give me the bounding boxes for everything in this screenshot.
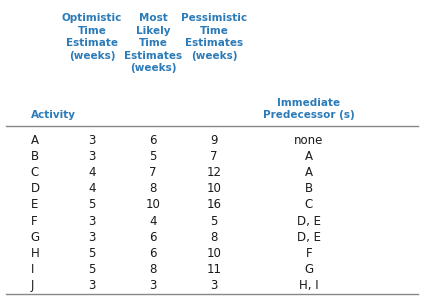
Text: 8: 8	[149, 263, 157, 276]
Text: 10: 10	[145, 199, 160, 212]
Text: D, E: D, E	[297, 231, 321, 244]
Text: B: B	[31, 150, 39, 163]
Text: C: C	[305, 199, 313, 212]
Text: 6: 6	[149, 247, 157, 260]
Text: 16: 16	[206, 199, 222, 212]
Text: 4: 4	[149, 215, 157, 228]
Text: Optimistic
Time
Estimate
(weeks): Optimistic Time Estimate (weeks)	[62, 13, 122, 60]
Text: 11: 11	[206, 263, 222, 276]
Text: 5: 5	[149, 150, 157, 163]
Text: 3: 3	[210, 279, 218, 292]
Text: 3: 3	[88, 134, 96, 147]
Text: 10: 10	[206, 182, 222, 195]
Text: E: E	[31, 199, 38, 212]
Text: 9: 9	[210, 134, 218, 147]
Text: 5: 5	[88, 199, 96, 212]
Text: Pessimistic
Time
Estimates
(weeks): Pessimistic Time Estimates (weeks)	[181, 13, 247, 60]
Text: 8: 8	[149, 182, 157, 195]
Text: 6: 6	[149, 231, 157, 244]
Text: A: A	[305, 166, 313, 179]
Text: 3: 3	[88, 150, 96, 163]
Text: Activity: Activity	[31, 110, 76, 120]
Text: G: G	[31, 231, 40, 244]
Text: D: D	[31, 182, 40, 195]
Text: H: H	[31, 247, 39, 260]
Text: F: F	[31, 215, 37, 228]
Text: C: C	[31, 166, 39, 179]
Text: 7: 7	[149, 166, 157, 179]
Text: J: J	[31, 279, 34, 292]
Text: G: G	[304, 263, 313, 276]
Text: 10: 10	[206, 247, 222, 260]
Text: 7: 7	[210, 150, 218, 163]
Text: 3: 3	[88, 215, 96, 228]
Text: 4: 4	[88, 166, 96, 179]
Text: 5: 5	[88, 263, 96, 276]
Text: none: none	[294, 134, 324, 147]
Text: A: A	[31, 134, 39, 147]
Text: 4: 4	[88, 182, 96, 195]
Text: F: F	[306, 247, 312, 260]
Text: 5: 5	[210, 215, 218, 228]
Text: H, I: H, I	[299, 279, 319, 292]
Text: B: B	[305, 182, 313, 195]
Text: Most
Likely
Time
Estimates
(weeks): Most Likely Time Estimates (weeks)	[124, 13, 182, 73]
Text: 3: 3	[88, 279, 96, 292]
Text: 5: 5	[88, 247, 96, 260]
Text: D, E: D, E	[297, 215, 321, 228]
Text: I: I	[31, 263, 34, 276]
Text: 8: 8	[210, 231, 218, 244]
Text: 12: 12	[206, 166, 222, 179]
Text: A: A	[305, 150, 313, 163]
Text: Immediate
Predecessor (s): Immediate Predecessor (s)	[263, 98, 355, 120]
Text: 6: 6	[149, 134, 157, 147]
Text: 3: 3	[88, 231, 96, 244]
Text: 3: 3	[149, 279, 157, 292]
